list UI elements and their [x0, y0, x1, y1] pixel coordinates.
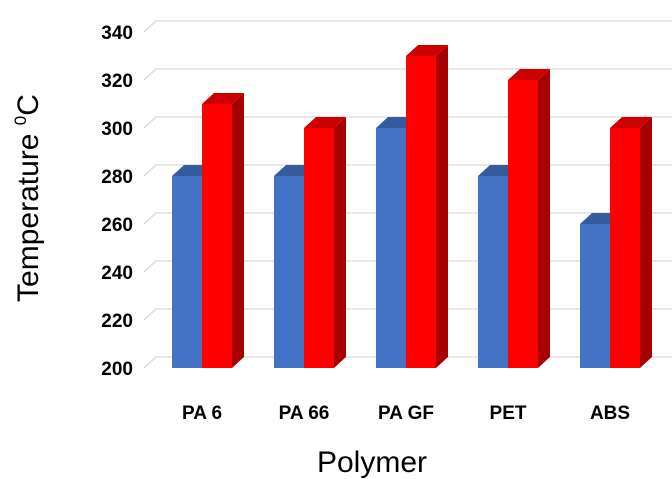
y-axis-title-sup: 0 — [11, 116, 30, 125]
bar-front — [376, 128, 406, 368]
bars — [172, 45, 652, 368]
bar-top — [610, 117, 652, 128]
bar-top — [304, 117, 346, 128]
bar-side — [232, 93, 244, 368]
x-tick-label: PA GF — [378, 403, 434, 424]
x-tick-label: PA 66 — [279, 403, 330, 424]
y-tick-label: 240 — [101, 263, 133, 284]
gridlines — [143, 20, 672, 369]
y-tick-label: 280 — [101, 167, 133, 188]
bar-side — [436, 45, 448, 368]
y-tick-label: 220 — [101, 311, 133, 332]
bar — [202, 93, 244, 368]
bar-top — [202, 93, 244, 104]
bar-top — [508, 69, 550, 80]
gridline — [143, 20, 672, 33]
bar-front — [304, 128, 334, 368]
bar-front — [172, 176, 202, 368]
x-tick-label: PA 6 — [182, 403, 222, 424]
x-axis-title: Polymer — [317, 446, 427, 479]
bar-front — [610, 128, 640, 368]
bar-front — [478, 176, 508, 368]
y-axis-title-unit: C — [12, 94, 45, 116]
y-tick-label: 320 — [101, 71, 133, 92]
gridline — [143, 68, 672, 81]
x-tick-label: ABS — [590, 403, 630, 424]
bar-front — [508, 80, 538, 368]
bar-top — [406, 45, 448, 56]
x-tick-label: PET — [490, 403, 527, 424]
y-tick-label: 300 — [101, 119, 133, 140]
bar-front — [580, 224, 610, 368]
bar-side — [538, 69, 550, 368]
y-axis-ticks: 200 220 240 260 280 300 320 340 — [101, 23, 133, 380]
bar-side — [334, 117, 346, 368]
bar — [304, 117, 346, 368]
y-axis-title-main: Temperature — [12, 125, 45, 302]
y-tick-label: 340 — [101, 23, 133, 44]
y-tick-label: 200 — [101, 359, 133, 380]
bar-front — [274, 176, 304, 368]
bar-side — [640, 117, 652, 368]
bar-front — [406, 56, 436, 368]
bar-front — [202, 104, 232, 368]
x-axis-ticks: PA 6 PA 66 PA GF PET ABS — [182, 403, 630, 424]
bar — [508, 69, 550, 368]
y-axis-title: Temperature 0C — [11, 94, 45, 302]
bar — [406, 45, 448, 368]
y-tick-label: 260 — [101, 215, 133, 236]
gridline — [143, 116, 672, 129]
bar — [610, 117, 652, 368]
